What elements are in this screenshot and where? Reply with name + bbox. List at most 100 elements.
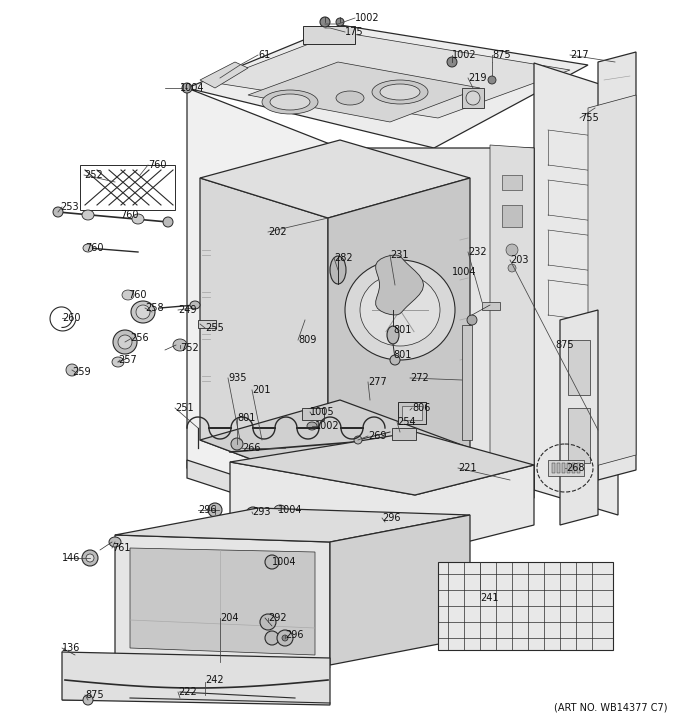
Text: 277: 277 (368, 377, 387, 387)
Ellipse shape (208, 503, 222, 517)
Polygon shape (187, 460, 534, 528)
Text: 809: 809 (298, 335, 316, 345)
Polygon shape (490, 145, 534, 490)
Text: 296: 296 (382, 513, 401, 523)
Polygon shape (200, 400, 470, 488)
Polygon shape (248, 62, 480, 122)
Text: 1005: 1005 (310, 407, 335, 417)
Text: 296: 296 (285, 630, 303, 640)
Bar (577, 463, 580, 473)
Bar (392, 428, 416, 440)
Text: 801: 801 (237, 413, 256, 423)
Polygon shape (598, 52, 636, 480)
Ellipse shape (336, 91, 364, 105)
Text: 260: 260 (62, 313, 80, 323)
Ellipse shape (82, 550, 98, 566)
Bar (482, 302, 500, 310)
Text: 296: 296 (198, 505, 216, 515)
Text: 61: 61 (258, 50, 270, 60)
Text: 1004: 1004 (272, 557, 296, 567)
Polygon shape (200, 178, 328, 488)
Polygon shape (62, 652, 330, 705)
Bar (557, 463, 560, 473)
Ellipse shape (277, 630, 293, 646)
Ellipse shape (182, 83, 192, 93)
Bar (568, 340, 590, 395)
Ellipse shape (265, 555, 279, 569)
Polygon shape (115, 508, 470, 542)
Text: 755: 755 (580, 113, 599, 123)
Bar (398, 402, 426, 424)
Text: 222: 222 (178, 687, 197, 697)
Ellipse shape (83, 695, 93, 705)
Ellipse shape (118, 335, 132, 349)
Polygon shape (328, 178, 470, 488)
Bar (438, 562, 613, 650)
Bar (402, 406, 422, 420)
Ellipse shape (260, 614, 276, 630)
Ellipse shape (307, 422, 317, 430)
Ellipse shape (53, 207, 63, 217)
Ellipse shape (83, 244, 93, 252)
Text: 241: 241 (480, 593, 498, 603)
Ellipse shape (330, 256, 346, 284)
Ellipse shape (488, 76, 496, 84)
Text: 269: 269 (368, 431, 386, 441)
Text: 1004: 1004 (180, 83, 205, 93)
Ellipse shape (354, 436, 362, 444)
Ellipse shape (82, 210, 94, 220)
Bar (198, 320, 216, 328)
Bar (567, 463, 570, 473)
Bar (502, 175, 522, 190)
Bar (462, 88, 484, 108)
Ellipse shape (274, 505, 286, 515)
Ellipse shape (112, 357, 124, 367)
Ellipse shape (173, 339, 187, 351)
Ellipse shape (231, 438, 243, 450)
Ellipse shape (336, 18, 344, 26)
Text: 1002: 1002 (355, 13, 379, 23)
Text: 801: 801 (393, 350, 411, 360)
Text: 875: 875 (555, 340, 574, 350)
Text: 258: 258 (145, 303, 164, 313)
Text: 266: 266 (242, 443, 260, 453)
Polygon shape (230, 432, 534, 495)
Ellipse shape (66, 364, 78, 376)
Text: 175: 175 (345, 27, 364, 37)
Ellipse shape (86, 554, 94, 562)
Text: 231: 231 (390, 250, 409, 260)
Text: 806: 806 (412, 403, 430, 413)
Bar (462, 325, 472, 440)
Ellipse shape (508, 264, 516, 272)
Polygon shape (230, 462, 534, 555)
Text: 875: 875 (492, 50, 511, 60)
Text: 253: 253 (60, 202, 79, 212)
Text: 1002: 1002 (315, 421, 339, 431)
Ellipse shape (262, 90, 318, 114)
Polygon shape (534, 63, 618, 515)
Text: 760: 760 (120, 210, 139, 220)
Text: 268: 268 (566, 463, 585, 473)
Ellipse shape (282, 635, 288, 641)
Text: 232: 232 (468, 247, 487, 257)
Text: 219: 219 (468, 73, 486, 83)
Polygon shape (376, 255, 424, 315)
Ellipse shape (372, 80, 428, 104)
Text: 255: 255 (205, 323, 224, 333)
Text: 293: 293 (252, 507, 271, 517)
Polygon shape (340, 148, 534, 518)
Ellipse shape (270, 94, 310, 110)
Ellipse shape (345, 260, 455, 360)
Bar (548, 460, 584, 476)
Polygon shape (130, 548, 315, 655)
Text: 801: 801 (393, 325, 411, 335)
Text: 217: 217 (570, 50, 589, 60)
Text: 136: 136 (62, 643, 80, 653)
Text: 202: 202 (268, 227, 287, 237)
Ellipse shape (246, 507, 260, 521)
Text: 292: 292 (268, 613, 287, 623)
Ellipse shape (132, 214, 144, 224)
Text: 203: 203 (510, 255, 528, 265)
Text: 259: 259 (72, 367, 90, 377)
Text: 242: 242 (205, 675, 224, 685)
